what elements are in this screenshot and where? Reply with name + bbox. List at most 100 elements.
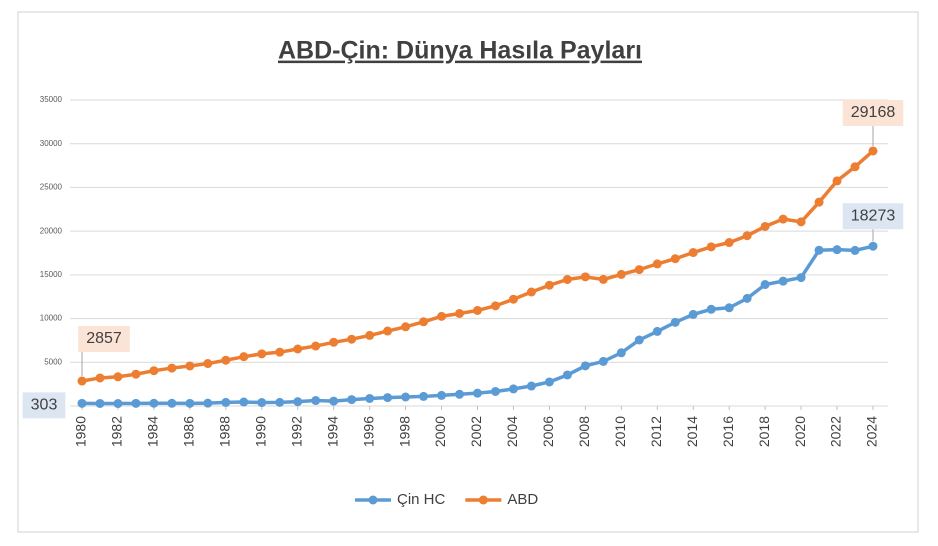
x-tick-label: 1988 bbox=[217, 416, 233, 447]
x-tick-label: 1998 bbox=[396, 416, 412, 447]
data-point bbox=[742, 293, 752, 303]
data-point bbox=[95, 373, 105, 383]
data-point bbox=[652, 259, 662, 269]
data-point bbox=[275, 347, 285, 357]
data-point bbox=[95, 398, 105, 408]
data-point bbox=[634, 265, 644, 275]
y-tick-label: 10000 bbox=[40, 314, 63, 323]
data-point bbox=[580, 361, 590, 371]
data-point bbox=[580, 272, 590, 282]
data-point bbox=[185, 398, 195, 408]
data-point bbox=[544, 377, 554, 387]
data-point bbox=[562, 370, 572, 380]
data-point bbox=[203, 359, 213, 369]
data-point bbox=[149, 366, 159, 376]
data-point bbox=[221, 397, 231, 407]
data-point bbox=[419, 317, 429, 327]
data-point bbox=[526, 287, 536, 297]
x-tick-label: 2002 bbox=[468, 416, 484, 447]
data-point bbox=[778, 276, 788, 286]
data-point bbox=[616, 348, 626, 358]
x-tick-label: 2008 bbox=[576, 416, 592, 447]
data-point bbox=[544, 280, 554, 290]
y-tick-label: 30000 bbox=[40, 139, 63, 148]
data-point bbox=[293, 397, 303, 407]
data-point bbox=[508, 384, 518, 394]
data-point bbox=[77, 376, 87, 386]
data-point bbox=[149, 398, 159, 408]
data-point bbox=[401, 322, 411, 332]
x-tick-label: 1996 bbox=[360, 416, 376, 447]
x-tick-label: 1984 bbox=[145, 416, 161, 447]
data-point bbox=[526, 381, 536, 391]
data-point bbox=[131, 369, 141, 379]
data-point bbox=[167, 363, 177, 373]
data-point bbox=[778, 214, 788, 224]
x-tick-label: 2024 bbox=[864, 416, 880, 447]
data-point bbox=[490, 301, 500, 311]
data-point bbox=[832, 176, 842, 186]
y-tick-label: 5000 bbox=[44, 357, 62, 366]
x-tick-label: 2000 bbox=[432, 416, 448, 447]
x-tick-label: 1992 bbox=[288, 416, 304, 447]
x-tick-label: 2014 bbox=[684, 416, 700, 447]
data-point bbox=[868, 146, 878, 156]
data-point bbox=[760, 280, 770, 290]
data-point bbox=[598, 274, 608, 284]
x-tick-label: 1982 bbox=[109, 416, 125, 447]
data-label-group: 18273 bbox=[842, 203, 904, 242]
data-point bbox=[473, 305, 482, 315]
data-label: 29168 bbox=[851, 104, 896, 121]
y-tick-label: 35000 bbox=[40, 95, 63, 104]
data-label-group: 2857 bbox=[78, 326, 130, 377]
x-tick-label: 1994 bbox=[324, 416, 340, 447]
data-point bbox=[239, 352, 249, 362]
x-tick-label: 2012 bbox=[648, 416, 664, 447]
data-point bbox=[850, 245, 860, 255]
legend-label: Çin HC bbox=[397, 491, 446, 508]
data-point bbox=[131, 398, 141, 408]
data-point bbox=[383, 393, 393, 403]
x-tick-label: 2022 bbox=[828, 416, 844, 447]
data-label-group: 303 bbox=[22, 392, 66, 419]
data-point bbox=[760, 221, 770, 231]
data-point bbox=[634, 335, 644, 345]
chart-title: ABD-Çin: Dünya Hasıla Payları bbox=[278, 37, 642, 65]
data-point bbox=[221, 355, 231, 365]
data-point bbox=[455, 308, 465, 318]
y-tick-label: 25000 bbox=[40, 183, 63, 192]
data-point bbox=[706, 304, 716, 314]
data-point bbox=[832, 245, 842, 255]
x-tick-label: 1990 bbox=[252, 416, 268, 447]
data-point bbox=[706, 242, 716, 252]
data-point bbox=[688, 248, 698, 258]
legend-label: ABD bbox=[507, 491, 538, 508]
data-point bbox=[796, 217, 806, 227]
data-point bbox=[724, 303, 734, 313]
data-label-box bbox=[78, 326, 130, 353]
data-label: 303 bbox=[31, 397, 58, 414]
data-point bbox=[383, 326, 393, 336]
data-point bbox=[814, 245, 824, 255]
data-point bbox=[257, 398, 267, 408]
data-point bbox=[257, 349, 267, 359]
data-point bbox=[329, 337, 339, 347]
data-point bbox=[796, 273, 806, 283]
data-point bbox=[365, 330, 375, 340]
data-point bbox=[850, 162, 860, 172]
data-label: 18273 bbox=[851, 207, 896, 224]
data-point bbox=[77, 398, 87, 408]
data-point bbox=[329, 396, 339, 406]
data-point bbox=[167, 398, 177, 408]
data-point bbox=[490, 386, 500, 396]
data-point bbox=[868, 241, 878, 251]
data-label-group: 29168 bbox=[842, 99, 904, 146]
legend-marker bbox=[368, 495, 378, 505]
data-point bbox=[724, 238, 734, 248]
data-point bbox=[473, 388, 482, 398]
data-point bbox=[598, 356, 608, 366]
data-point bbox=[365, 393, 375, 403]
x-tick-label: 1980 bbox=[73, 416, 89, 447]
